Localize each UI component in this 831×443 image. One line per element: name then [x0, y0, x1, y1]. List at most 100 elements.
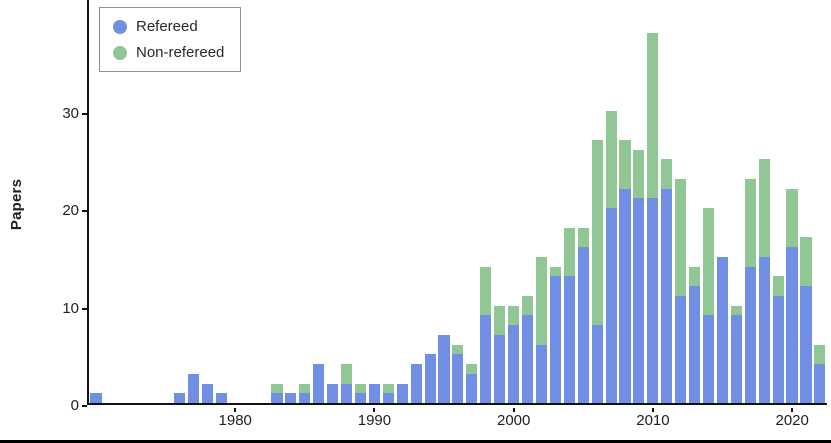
segment-non-refereed — [508, 305, 520, 325]
segment-non-refereed — [786, 188, 798, 247]
segment-refereed — [521, 315, 534, 403]
stacked-bar — [661, 159, 673, 403]
segment-refereed — [758, 256, 770, 403]
y-tick-mark — [82, 307, 87, 310]
bar-1991 — [381, 0, 395, 403]
bar-2002 — [535, 0, 549, 403]
segment-refereed — [354, 393, 367, 403]
segment-refereed — [187, 373, 199, 403]
y-tick-label: 10 — [62, 299, 79, 317]
x-tick-mark — [651, 408, 654, 412]
y-axis-title-wrap: Papers — [0, 0, 34, 408]
segment-non-refereed — [689, 266, 701, 286]
bar-1976 — [173, 0, 187, 403]
stacked-bar — [424, 354, 436, 403]
segment-refereed — [508, 325, 520, 403]
segment-refereed — [215, 393, 227, 403]
segment-refereed — [786, 247, 798, 403]
segment-refereed — [452, 354, 464, 403]
bar-2001 — [521, 0, 535, 403]
segment-refereed — [689, 286, 701, 403]
segment-refereed — [661, 188, 673, 403]
segment-refereed — [800, 286, 812, 403]
bar-1987 — [326, 0, 340, 403]
segment-refereed — [535, 344, 548, 403]
stacked-bar — [535, 256, 548, 403]
y-tick-mark — [82, 210, 87, 212]
bar-2018 — [757, 0, 771, 403]
stacked-bar — [508, 305, 520, 403]
bar-2004 — [562, 0, 576, 403]
stacked-bar — [354, 383, 367, 403]
bar-1990 — [367, 0, 381, 403]
bar-2013 — [688, 0, 702, 403]
segment-refereed — [744, 266, 756, 403]
segment-refereed — [382, 393, 394, 403]
bar-2006 — [590, 0, 604, 403]
segment-refereed — [549, 276, 561, 403]
segment-non-refereed — [271, 383, 283, 394]
segment-non-refereed — [772, 276, 784, 296]
segment-refereed — [480, 315, 492, 403]
refereed-color-dot-icon — [113, 19, 127, 34]
segment-non-refereed — [814, 344, 826, 364]
segment-non-refereed — [535, 256, 548, 345]
stacked-bar — [577, 227, 589, 403]
stacked-bar — [605, 110, 617, 403]
segment-refereed — [410, 364, 422, 403]
bar-1984 — [284, 0, 298, 403]
bar-1978 — [200, 0, 214, 403]
segment-non-refereed — [619, 139, 631, 189]
stacked-bar — [201, 383, 213, 403]
segment-refereed — [340, 383, 353, 403]
legend-item-non-refereed: Non-refereed — [113, 44, 224, 61]
bar-1998 — [479, 0, 493, 403]
stacked-bar — [563, 227, 575, 403]
segment-non-refereed — [730, 305, 742, 316]
stacked-bar — [173, 393, 186, 403]
x-tick-mark — [373, 408, 376, 412]
stacked-bar — [744, 178, 756, 403]
bar-1997 — [465, 0, 479, 403]
bars-container — [89, 0, 827, 403]
plot-area: 0 10 20 30 1980 1990 2000 2010 2020 — [62, 0, 827, 429]
segment-non-refereed — [800, 237, 812, 286]
segment-refereed — [605, 208, 617, 403]
stacked-bar — [215, 393, 227, 403]
stacked-bar — [494, 305, 506, 403]
segment-refereed — [327, 383, 339, 403]
legend-item-refereed: Refereed — [113, 18, 224, 35]
stacked-bar — [702, 208, 715, 403]
segment-refereed — [675, 295, 687, 403]
segment-refereed — [702, 315, 715, 403]
y-tick-label: 0 — [70, 397, 79, 414]
segment-refereed — [577, 247, 589, 403]
stacked-bar — [313, 364, 325, 403]
stacked-bar — [619, 139, 631, 403]
legend-label: Non-refereed — [136, 44, 225, 61]
segment-non-refereed — [758, 159, 770, 257]
bar-1970 — [89, 0, 103, 403]
x-tick-label: 2020 — [775, 412, 809, 429]
segment-non-refereed — [340, 364, 353, 384]
stacked-bar — [438, 334, 450, 403]
bar-1993 — [409, 0, 423, 403]
bar-1988 — [340, 0, 354, 403]
segment-non-refereed — [494, 305, 506, 335]
bar-2012 — [674, 0, 688, 403]
segment-refereed — [438, 334, 450, 403]
stacked-bar — [758, 159, 770, 403]
bar-1989 — [354, 0, 368, 403]
segment-non-refereed — [605, 110, 617, 208]
bar-1983 — [270, 0, 284, 403]
bar-2010 — [646, 0, 660, 403]
segment-non-refereed — [577, 227, 589, 247]
segment-refereed — [396, 383, 408, 403]
segment-non-refereed — [382, 383, 394, 394]
segment-non-refereed — [354, 383, 367, 394]
stacked-bar — [466, 364, 478, 403]
x-tick-label: 2000 — [497, 412, 531, 429]
segment-non-refereed — [452, 344, 464, 355]
y-axis-title: Papers — [8, 178, 26, 230]
